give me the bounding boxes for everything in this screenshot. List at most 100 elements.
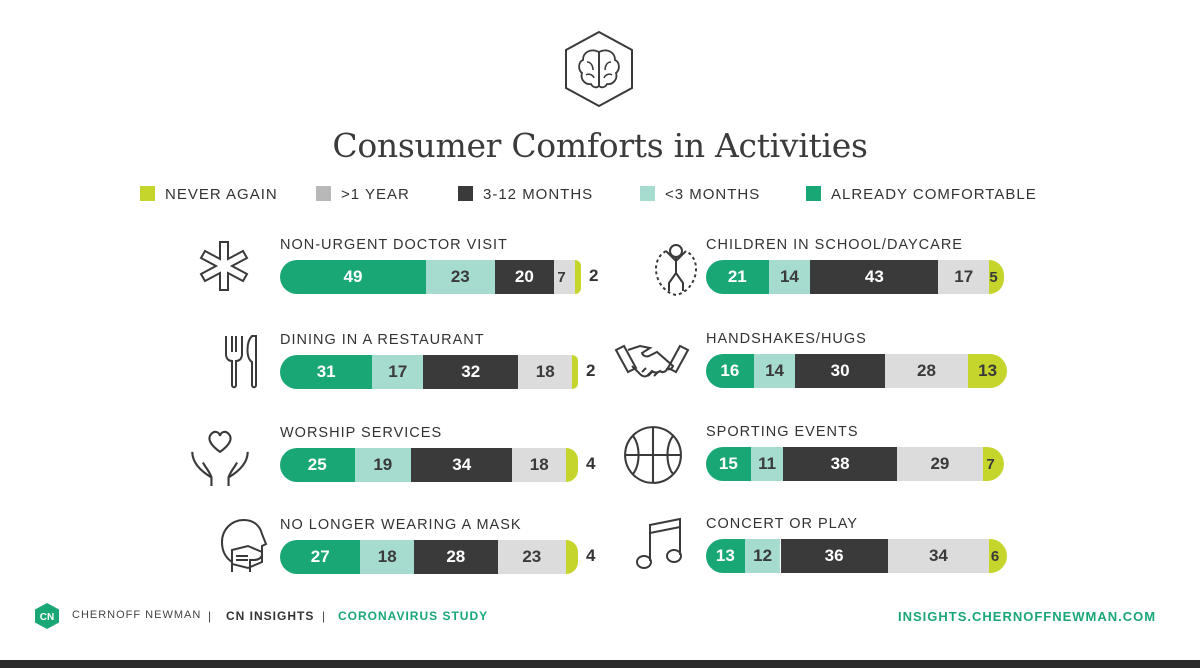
- bar-segment: [572, 355, 578, 389]
- bar-segment: 30: [795, 354, 885, 388]
- data-label: 25: [307, 455, 327, 474]
- data-label: 16: [720, 361, 740, 380]
- hands-heart-icon: [188, 422, 252, 486]
- bar-segment: [566, 448, 578, 482]
- stacked-bar: 49 23 20 7: [280, 260, 581, 294]
- legend-label: 3-12 MONTHS: [483, 186, 594, 203]
- data-label: 17: [954, 267, 974, 286]
- bar-segment: 7: [554, 260, 576, 294]
- child-jump-rope-icon: [646, 236, 706, 298]
- handshake-icon: [612, 330, 692, 390]
- data-label: 13: [978, 361, 998, 380]
- bar-segment: [566, 540, 578, 574]
- bar-segment: 14: [753, 354, 796, 388]
- bar-segment: 5: [989, 260, 1004, 294]
- data-label: 4: [586, 546, 596, 565]
- stacked-bar: 31 17 32 18: [280, 355, 578, 389]
- bar-segment: 18: [518, 355, 573, 389]
- data-label: 5: [989, 268, 998, 286]
- basketball-icon: [622, 424, 684, 486]
- bar-segment: 19: [354, 448, 412, 482]
- legend-item: 3-12 MONTHS: [458, 186, 593, 203]
- data-label: 15: [718, 454, 738, 473]
- data-label: 17: [388, 362, 408, 381]
- data-label: 43: [864, 267, 884, 286]
- bar-segment: 43: [810, 260, 939, 294]
- legend-swatch: [806, 186, 821, 201]
- data-label: 49: [343, 267, 363, 286]
- bar-segment: 49: [280, 260, 427, 294]
- bar-segment: 13: [706, 539, 745, 573]
- legend-swatch: [140, 186, 155, 201]
- data-label: 34: [928, 546, 948, 565]
- stacked-bar: 15 11 38 29 7: [706, 447, 1004, 481]
- stacked-bar: 13 12 36 34 6: [706, 539, 1007, 573]
- bar-segment: 16: [706, 354, 754, 388]
- bar-segment: 17: [372, 355, 424, 389]
- bar-segment: 17: [938, 260, 990, 294]
- bar-segment: 28: [414, 540, 498, 574]
- legend-item: NEVER AGAIN: [140, 186, 278, 203]
- data-label: 12: [753, 546, 773, 565]
- cn-logo-icon: CN: [34, 602, 60, 630]
- legend-item: >1 YEAR: [316, 186, 410, 203]
- footer: CN CHERNOFF NEWMAN | CN INSIGHTS | CORON…: [0, 600, 1200, 630]
- legend-label: <3 MONTHS: [665, 186, 761, 203]
- bar-segment: 36: [780, 539, 888, 573]
- data-label: 19: [373, 455, 393, 474]
- data-label: 2: [586, 361, 596, 380]
- data-label: 11: [758, 454, 777, 473]
- data-label: 4: [586, 454, 596, 473]
- music-note-icon: [630, 514, 690, 576]
- bar-segment: 6: [989, 539, 1007, 573]
- data-label: 23: [522, 547, 542, 566]
- bar-segment: 25: [280, 448, 355, 482]
- bar-segment: 29: [896, 447, 984, 481]
- footer-brand: CHERNOFF NEWMAN: [72, 609, 202, 621]
- data-label: 21: [727, 267, 747, 286]
- legend-label: >1 YEAR: [341, 186, 410, 203]
- data-label: 14: [779, 267, 799, 286]
- brain-hexagon-icon: [563, 30, 635, 108]
- category-label: NO LONGER WEARING A MASK: [280, 517, 522, 533]
- data-label: 38: [830, 454, 850, 473]
- footer-url-link[interactable]: INSIGHTS.CHERNOFFNEWMAN.COM: [898, 609, 1157, 624]
- footer-separator-2: |: [322, 609, 327, 623]
- category-label: NON-URGENT DOCTOR VISIT: [280, 237, 508, 253]
- bar-segment: 31: [280, 355, 373, 389]
- legend-label: NEVER AGAIN: [165, 186, 278, 203]
- data-label: 6: [990, 547, 1000, 565]
- bar-segment: 38: [783, 447, 897, 481]
- fork-knife-icon: [208, 330, 268, 390]
- bar-segment: 7: [983, 447, 1004, 481]
- data-label: 28: [917, 361, 936, 380]
- bar-segment: 23: [497, 540, 567, 574]
- legend-swatch: [640, 186, 655, 201]
- legend-label: ALREADY COMFORTABLE: [831, 186, 1037, 203]
- data-label: 30: [830, 361, 850, 380]
- medical-star-icon: [193, 238, 255, 298]
- legend-swatch: [458, 186, 473, 201]
- data-label: 13: [715, 546, 735, 565]
- data-label: 32: [461, 362, 481, 381]
- data-label: 7: [557, 268, 566, 286]
- data-label: 2: [588, 266, 599, 285]
- bar-segment: 12: [744, 539, 781, 573]
- bottom-border: [0, 660, 1200, 668]
- category-label: HANDSHAKES/HUGS: [706, 331, 867, 347]
- bar-segment: 23: [426, 260, 495, 294]
- bar-segment: 27: [280, 540, 361, 574]
- bar-segment: 11: [750, 447, 784, 481]
- stacked-bar: 27 18 28 23: [280, 540, 578, 574]
- data-label: 34: [452, 455, 472, 474]
- footer-study: CORONAVIRUS STUDY: [338, 609, 489, 623]
- category-label: CHILDREN IN SCHOOL/DAYCARE: [706, 237, 963, 253]
- category-label: CONCERT OR PLAY: [706, 516, 858, 532]
- category-label: DINING IN A RESTAURANT: [280, 332, 485, 348]
- bar-segment: 18: [512, 448, 567, 482]
- bar-segment: 18: [360, 540, 415, 574]
- data-label: 20: [514, 267, 534, 286]
- category-label: SPORTING EVENTS: [706, 424, 859, 440]
- stacked-bar: 16 14 30 28 13: [706, 354, 1007, 388]
- data-label: 14: [765, 361, 784, 380]
